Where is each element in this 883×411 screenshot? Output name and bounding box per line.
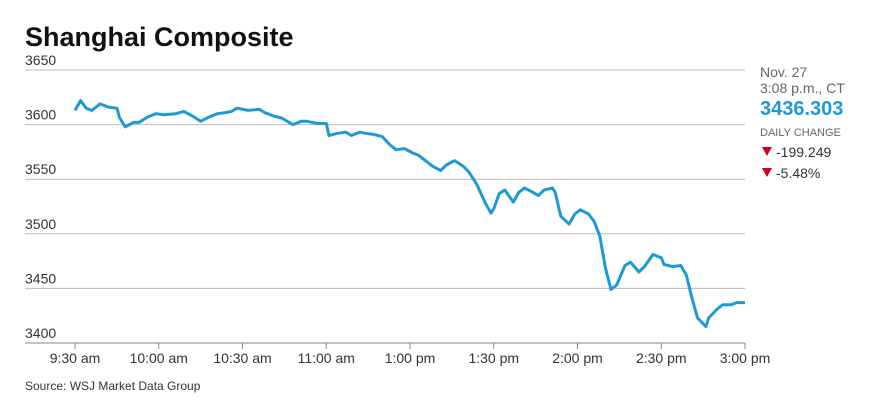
x-tick-label: 9:30 am bbox=[50, 350, 101, 366]
x-tick-label: 1:00 pm bbox=[385, 350, 436, 366]
change-label: DAILY CHANGE bbox=[760, 127, 841, 139]
source: Source: WSJ Market Data Group bbox=[25, 379, 201, 393]
x-tick-label: 2:00 pm bbox=[552, 350, 603, 366]
x-tick-label: 10:30 am bbox=[213, 350, 271, 366]
y-tick-label: 3650 bbox=[25, 52, 56, 68]
quote-price: 3436.303 bbox=[760, 98, 843, 120]
quote-date: Nov. 27 bbox=[760, 64, 807, 80]
change-pct: -5.48% bbox=[776, 165, 820, 181]
y-tick-label: 3450 bbox=[25, 270, 56, 286]
y-tick-label: 3400 bbox=[25, 325, 56, 341]
down-arrow bbox=[762, 147, 772, 156]
x-tick-label: 2:30 pm bbox=[636, 350, 687, 366]
x-tick-label: 10:00 am bbox=[130, 350, 188, 366]
y-tick-label: 3500 bbox=[25, 216, 56, 232]
change: -199.249 bbox=[776, 144, 831, 160]
x-tick-label: 11:00 am bbox=[298, 350, 355, 366]
chart-title: Shanghai Composite bbox=[25, 22, 294, 52]
down-arrow bbox=[762, 168, 772, 177]
price-line bbox=[73, 99, 745, 329]
y-tick-label: 3550 bbox=[25, 161, 56, 177]
x-tick-label: 1:30 pm bbox=[468, 350, 519, 366]
y-tick-label: 3600 bbox=[25, 107, 56, 123]
x-tick-label: 3:00 pm bbox=[720, 350, 771, 366]
quote-time: 3:08 p.m., CT bbox=[760, 80, 845, 96]
